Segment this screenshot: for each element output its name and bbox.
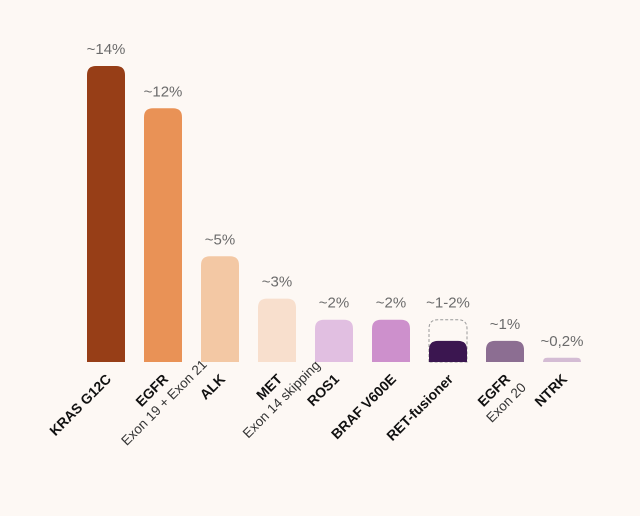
bar-ros1 [315,319,353,362]
bar-egfr-exon-19-exon-21 [144,108,182,363]
category-label-ntrk: NTRK [531,371,570,410]
bar-met-exon-14-skipping [258,298,296,362]
value-labels-group: ~14% ~12% ~5% ~3% ~2% ~2% ~1-2% ~1% ~0,2% [87,41,584,350]
value-label-alk: ~5% [205,231,235,248]
category-name: KRAS G12C [46,371,114,439]
category-label-kras-g12c: KRAS G12C [46,371,114,439]
bars-group [87,66,581,363]
value-label-ntrk: ~0,2% [541,333,584,350]
bar-kras-g12c [87,66,125,362]
value-label-met-exon-14-skipping: ~3% [262,274,292,291]
category-name: NTRK [531,371,570,410]
value-label-kras-g12c: ~14% [87,41,126,58]
bar-ntrk [543,357,581,362]
bar-alk [201,256,239,362]
bar-range-outline-ret-fusioner [428,319,468,363]
value-label-egfr-exon-20: ~1% [490,316,520,333]
category-subtitle: Exon 19 + Exon 21 [118,357,210,449]
bar-braf-v600e [372,319,410,362]
value-label-ros1: ~2% [319,295,349,312]
value-label-egfr-exon-19-exon-21: ~12% [144,83,183,100]
value-label-ret-fusioner: ~1-2% [426,295,470,312]
value-label-braf-v600e: ~2% [376,295,406,312]
bar-egfr-exon-20 [486,340,524,362]
bar-ret-fusioner [429,340,467,362]
